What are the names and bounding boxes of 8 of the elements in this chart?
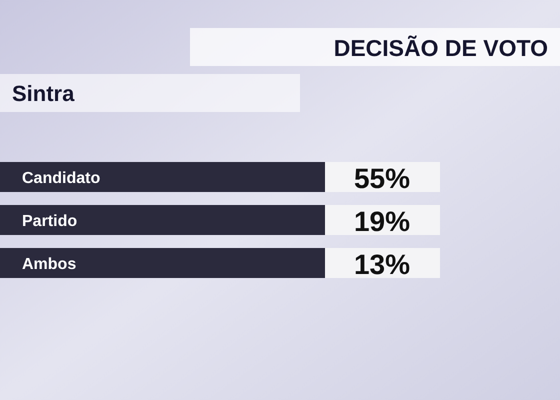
text: DECISÃO DE VOTO: [334, 35, 548, 61]
category-label: Ambos: [22, 256, 76, 273]
data-label: 19%: [354, 206, 410, 237]
category-label: Candidato: [22, 170, 100, 187]
category-label: Partido: [22, 213, 78, 230]
data-label: 55%: [354, 163, 410, 194]
text: Sintra: [12, 81, 76, 106]
data-label: 13%: [354, 249, 410, 280]
